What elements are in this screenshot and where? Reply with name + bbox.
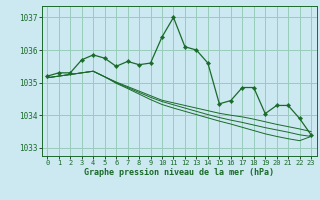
- X-axis label: Graphe pression niveau de la mer (hPa): Graphe pression niveau de la mer (hPa): [84, 168, 274, 177]
